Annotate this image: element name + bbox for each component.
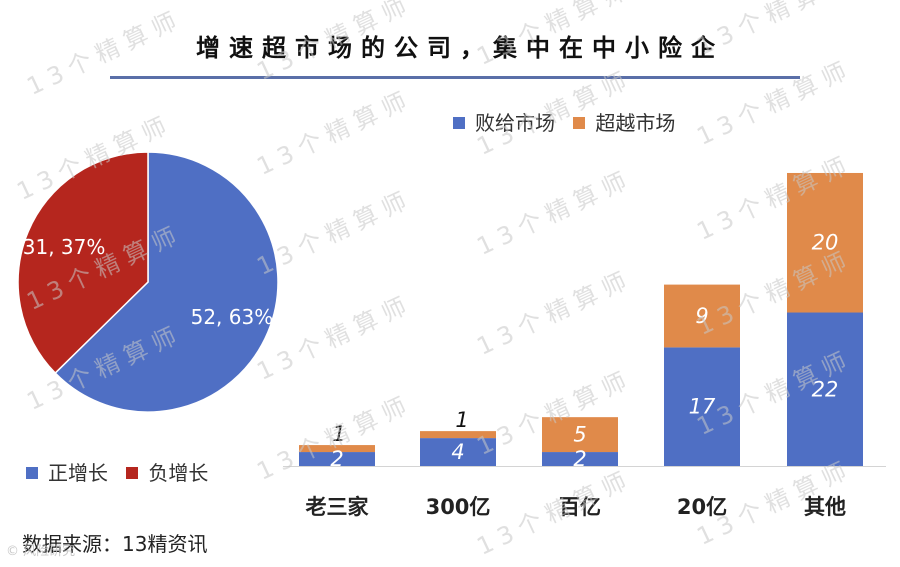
legend-item-negative-growth: 负增长 (126, 457, 208, 486)
bar-lost-to-market-3 (664, 347, 740, 466)
bar-beat-market-0 (299, 445, 375, 453)
legend-swatch-positive-growth (26, 467, 38, 479)
data-label-beat-market-4: 20 (812, 231, 839, 255)
bar-lost-to-market-2 (542, 452, 618, 466)
data-label-beat-market-3: 9 (695, 304, 708, 328)
bar-beat-market-2 (542, 417, 618, 453)
category-label-0: 老三家 (306, 495, 370, 519)
bar-lost-to-market-1 (420, 438, 496, 466)
legend-swatch-lost-to-market (453, 117, 465, 129)
data-label-lost-to-market-3: 17 (689, 395, 716, 419)
legend-swatch-negative-growth (126, 467, 139, 479)
data-label-beat-market-2: 5 (573, 423, 586, 447)
legend-item-lost-to-market: 败给市场 (453, 107, 555, 136)
data-label-lost-to-market-1: 4 (451, 440, 464, 464)
bar-beat-market-4 (787, 172, 863, 313)
category-label-2: 百亿 (559, 495, 601, 519)
bar-beat-market-1 (420, 431, 496, 439)
pie-slice-negative-growth (17, 151, 149, 375)
pie-label-negative-growth: 31, 37% (23, 235, 106, 259)
corner-watermark: © 风险研究 (6, 544, 76, 559)
data-label-lost-to-market-0: 2 (330, 447, 343, 471)
legend-swatch-beat-market (573, 117, 586, 129)
category-label-4: 其他 (804, 495, 846, 519)
pie-legend: 正增长 负增长 (26, 457, 220, 486)
legend-label-positive-growth: 正增长 (48, 461, 108, 485)
bar-lost-to-market-0 (299, 452, 375, 466)
legend-item-positive-growth: 正增长 (26, 457, 108, 486)
data-label-beat-market-1: 1 (455, 408, 468, 432)
pie-slice-positive-growth (54, 151, 279, 413)
legend-label-lost-to-market: 败给市场 (475, 111, 555, 135)
bar-lost-to-market-4 (787, 312, 863, 466)
legend-label-negative-growth: 负增长 (148, 461, 209, 485)
data-label-beat-market-0: 1 (332, 422, 345, 446)
legend-item-beat-market: 超越市场 (573, 107, 675, 136)
pie-label-positive-growth: 52, 63% (191, 305, 274, 329)
data-label-lost-to-market-2: 2 (573, 447, 586, 471)
chart-title: 增速超市场的公司，集中在中小险企 (196, 34, 724, 62)
title-underline (110, 76, 800, 79)
category-label-3: 20亿 (677, 495, 727, 519)
bar-beat-market-3 (664, 284, 740, 348)
legend-label-beat-market: 超越市场 (595, 111, 676, 135)
pie-chart: 52, 63% 31, 37% (17, 151, 279, 413)
category-label-1: 300亿 (426, 495, 491, 519)
data-source-note: 数据来源：13精资讯 (22, 532, 208, 556)
bar-legend: 败给市场 超越市场 (453, 107, 687, 136)
data-label-lost-to-market-4: 22 (812, 377, 839, 401)
